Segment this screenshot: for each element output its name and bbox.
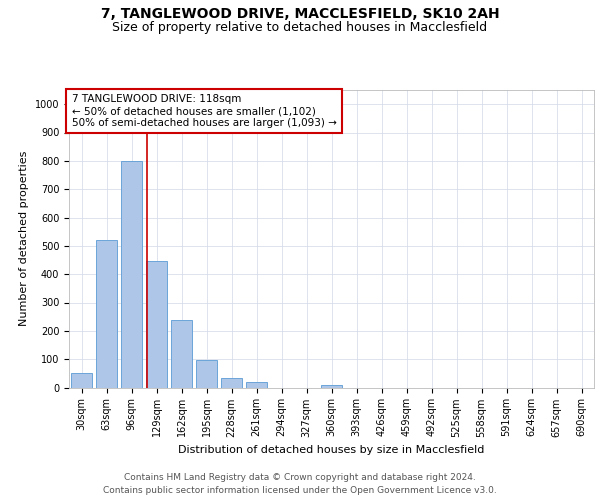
X-axis label: Distribution of detached houses by size in Macclesfield: Distribution of detached houses by size … [178,445,485,455]
Bar [96,240,117,388]
Text: 7, TANGLEWOOD DRIVE, MACCLESFIELD, SK10 2AH: 7, TANGLEWOOD DRIVE, MACCLESFIELD, SK10 … [101,8,499,22]
Bar [221,378,242,388]
Bar [196,360,217,388]
Bar [146,262,167,388]
Text: 7 TANGLEWOOD DRIVE: 118sqm
← 50% of detached houses are smaller (1,102)
50% of s: 7 TANGLEWOOD DRIVE: 118sqm ← 50% of deta… [71,94,337,128]
Bar [171,320,192,388]
Y-axis label: Number of detached properties: Number of detached properties [19,151,29,326]
Text: Contains HM Land Registry data © Crown copyright and database right 2024.
Contai: Contains HM Land Registry data © Crown c… [103,474,497,495]
Bar [246,382,267,388]
Bar [321,384,342,388]
Text: Size of property relative to detached houses in Macclesfield: Size of property relative to detached ho… [112,21,488,34]
Bar [71,374,92,388]
Bar [121,161,142,388]
